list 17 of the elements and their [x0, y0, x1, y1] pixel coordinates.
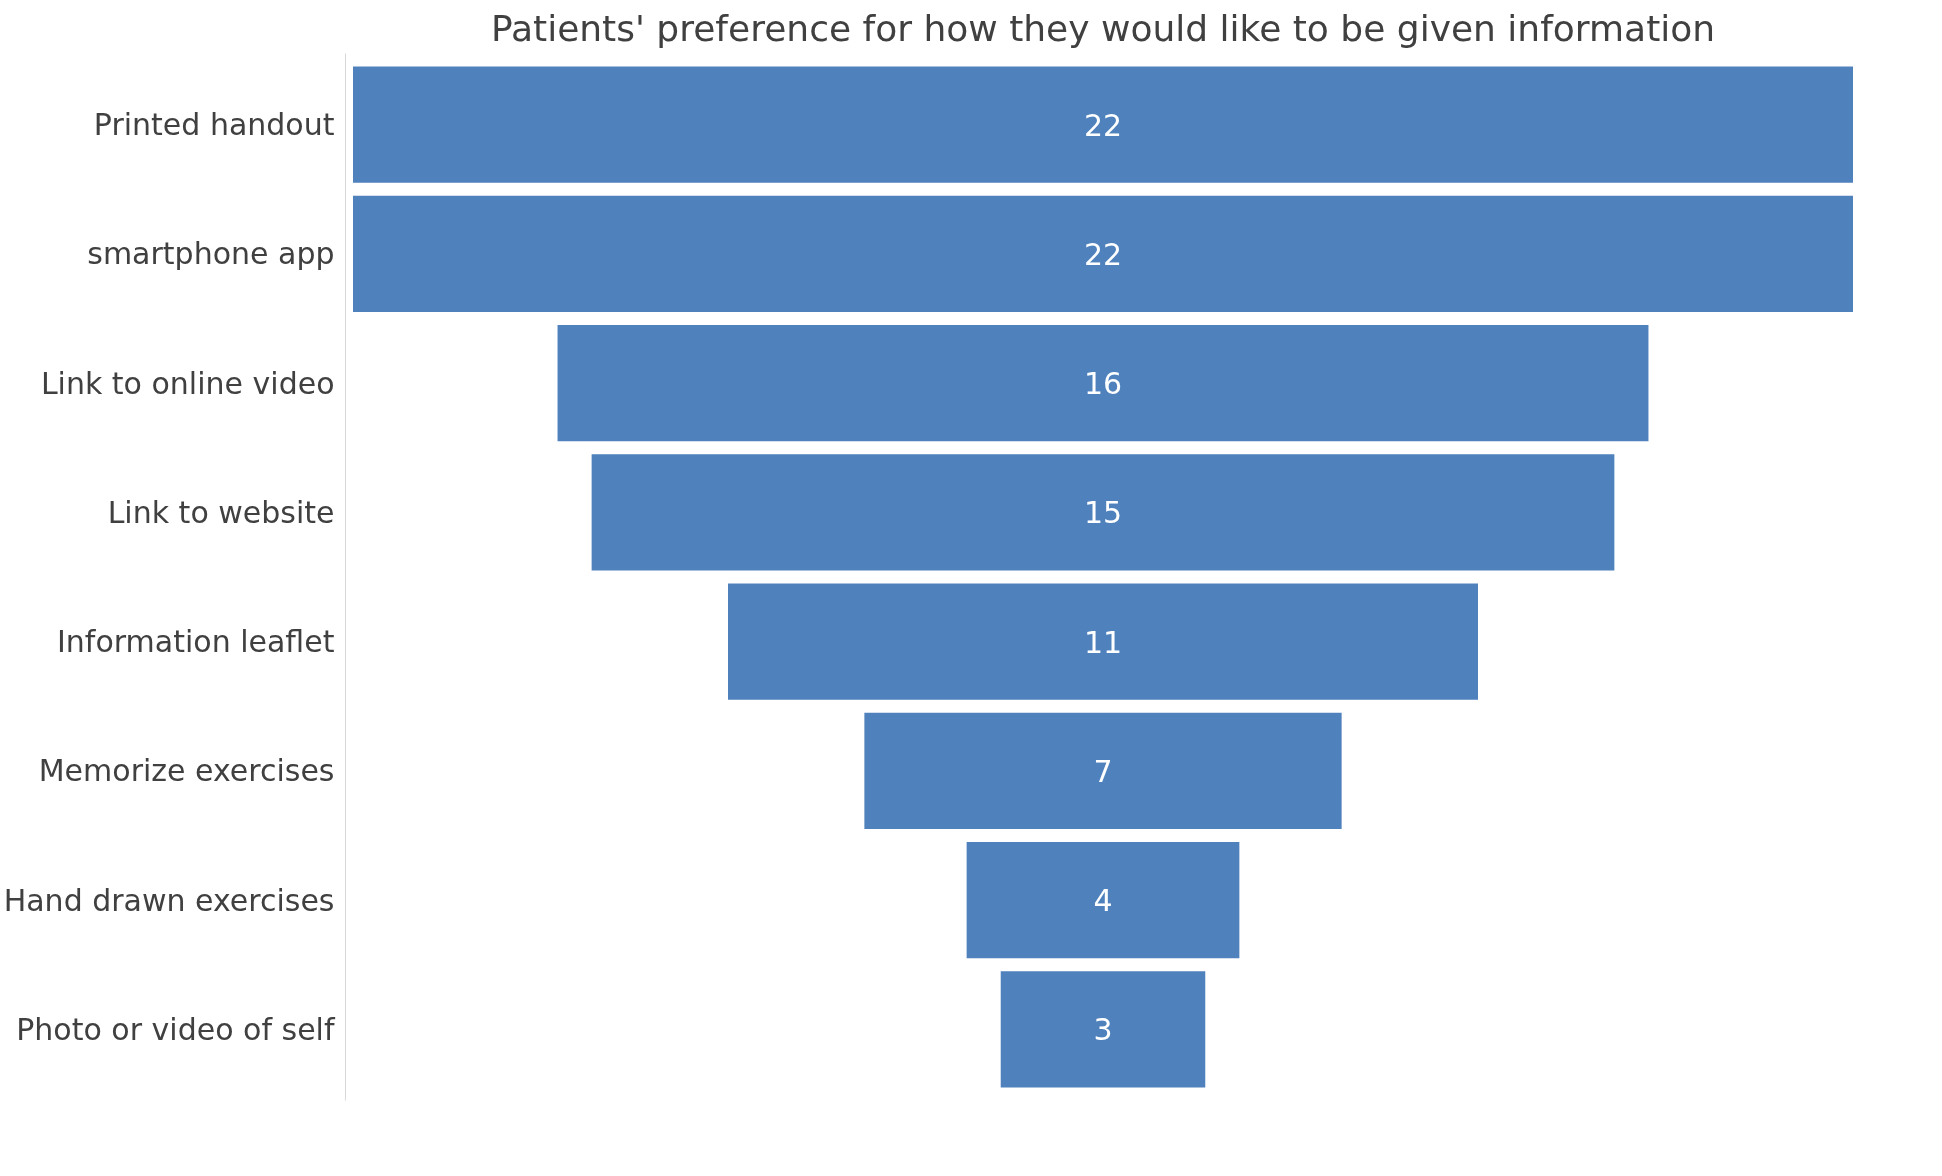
data-label: 16 — [1083, 366, 1123, 402]
category-label: Link to online video — [40, 365, 335, 401]
data-label: 7 — [1093, 753, 1113, 789]
category-label: Photo or video of self — [16, 1011, 336, 1047]
category-label: Memorize exercises — [38, 753, 335, 789]
category-label: Printed handout — [93, 107, 335, 143]
data-label: 15 — [1083, 495, 1123, 531]
text: Patients' preference for how they would like to be given information — [490, 7, 1716, 49]
category-label: Information leaflet — [57, 624, 335, 660]
data-label: 4 — [1093, 883, 1113, 919]
data-label: 3 — [1093, 1012, 1113, 1048]
data-label: 22 — [1083, 236, 1123, 272]
category-label: smartphone app — [87, 236, 335, 272]
category-label: Hand drawn exercises — [3, 882, 335, 918]
data-label: 11 — [1083, 624, 1123, 660]
category-label: Link to website — [107, 494, 335, 530]
data-label: 22 — [1083, 107, 1123, 143]
